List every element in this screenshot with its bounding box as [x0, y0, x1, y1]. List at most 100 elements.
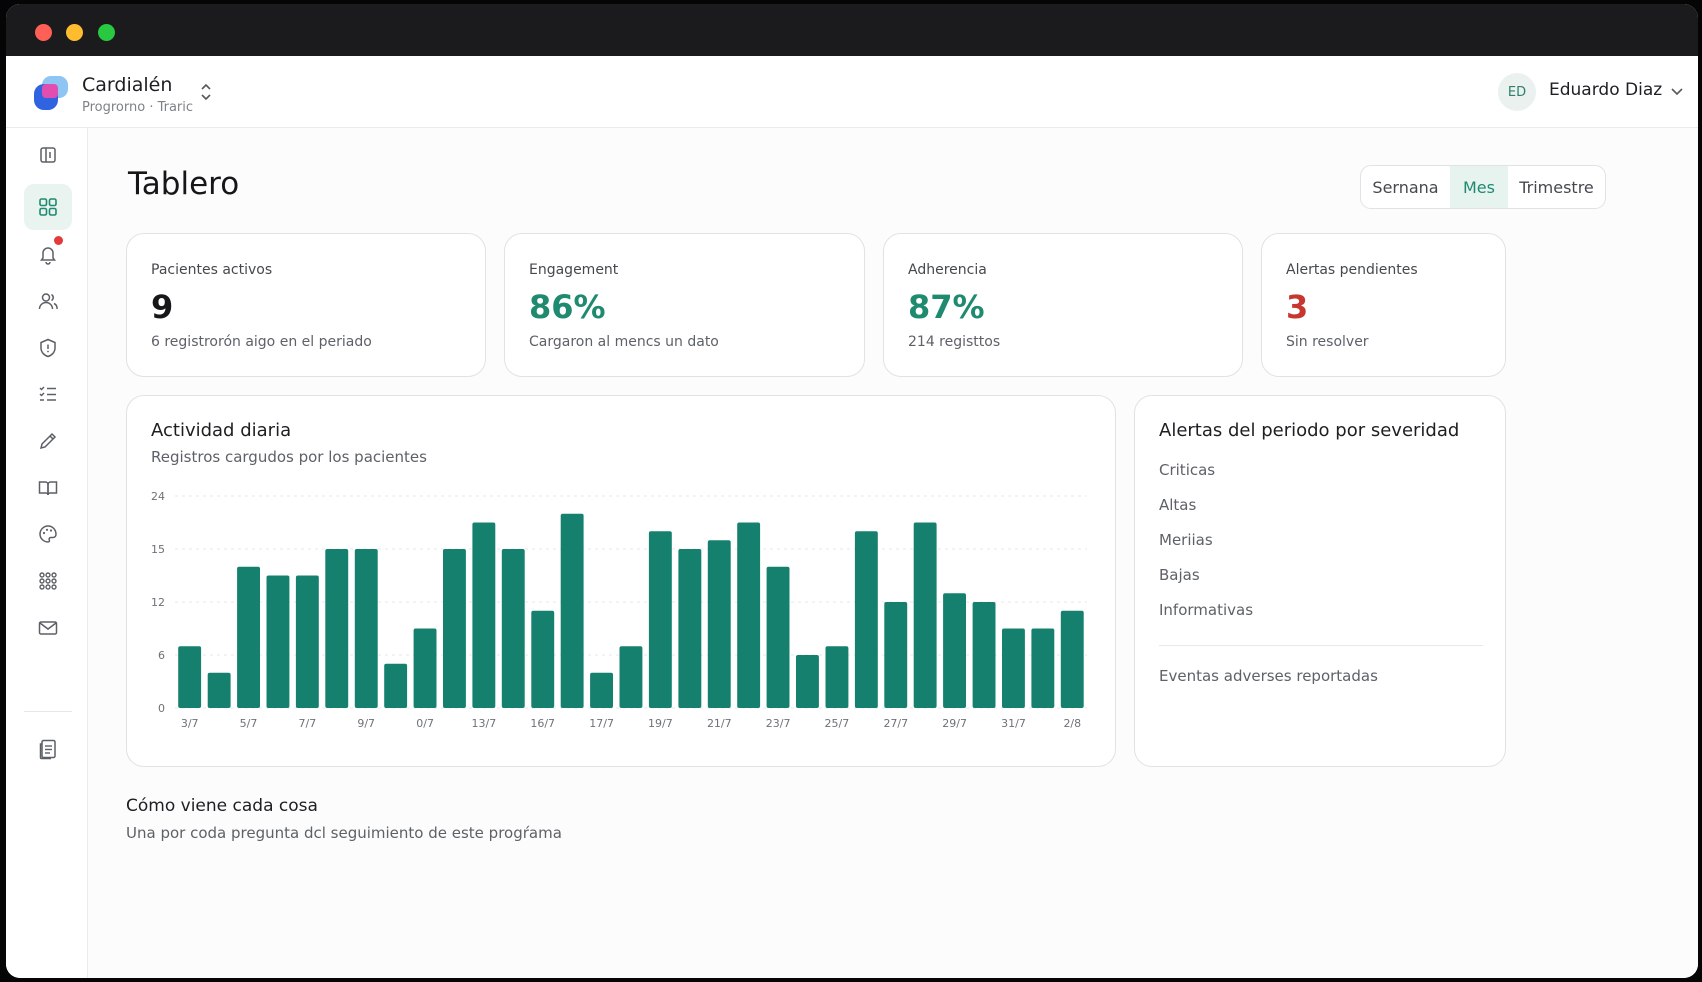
kpi-value: 87%: [908, 288, 985, 326]
activity-bar-chart: 0 6 12 15 24 3/7 5/7 7/7 9/7 0/7 13/7 16/7 17/7 19/7 2…: [151, 490, 1087, 730]
bar-31/7[interactable]: [1002, 628, 1025, 709]
app-window: Cardialén Progrorno · Traric ED Eduardo …: [6, 4, 1698, 978]
sidebar-item-apps[interactable]: [24, 558, 72, 604]
x-tick-label: 16/7: [530, 717, 555, 730]
severity-medium[interactable]: Meriias: [1159, 531, 1213, 549]
sidebar-item-editor[interactable]: [24, 418, 72, 464]
bar-10/7[interactable]: [384, 663, 408, 708]
bar-18/7[interactable]: [619, 646, 643, 708]
bar-24/7[interactable]: [796, 655, 819, 708]
x-tick-label: 21/7: [707, 717, 732, 730]
bar-13/7[interactable]: [472, 522, 496, 709]
sidebar-item-messages[interactable]: [24, 605, 72, 651]
severity-low[interactable]: Bajas: [1159, 566, 1200, 584]
main-content: Tablero Sernana Mes Trimestre Pacientes …: [88, 128, 1698, 978]
x-tick-label: 23/7: [766, 717, 791, 730]
sidebar-item-library[interactable]: [24, 465, 72, 511]
kpi-value: 86%: [529, 288, 606, 326]
user-name[interactable]: Eduardo Diaz: [1549, 80, 1663, 100]
severity-high[interactable]: Altas: [1159, 496, 1197, 514]
bar-8/7[interactable]: [325, 549, 349, 708]
kpi-card-pending-alerts: Alertas pendientes 3 Sin resolver: [1261, 233, 1506, 377]
sidebar-item-appearance[interactable]: [24, 511, 72, 557]
bar-19/7[interactable]: [648, 531, 672, 708]
palette-icon: [39, 525, 57, 543]
activity-chart-card: Actividad diaria Registros cargudos por …: [126, 395, 1116, 767]
sidebar-item-alerts[interactable]: [24, 231, 72, 277]
bar-17/7[interactable]: [590, 672, 613, 708]
kpi-label: Pacientes activos: [151, 262, 273, 278]
book-icon: [38, 481, 58, 496]
sidebar-item-patients[interactable]: [24, 278, 72, 324]
bar-26/7[interactable]: [854, 531, 878, 708]
bell-icon: [40, 247, 56, 265]
period-week-button[interactable]: Sernana: [1372, 177, 1439, 197]
bar-14/7[interactable]: [501, 549, 525, 708]
kpi-label: Alertas pendientes: [1286, 262, 1418, 278]
bar-1/8[interactable]: [1031, 628, 1055, 709]
bar-25/7[interactable]: [825, 646, 849, 708]
kpi-card-engagement: Engagement 86% Cargaron al mencs un dato: [504, 233, 865, 377]
x-tick-label: 29/7: [942, 717, 967, 730]
x-tick-label: 5/7: [240, 717, 258, 730]
section-subtitle: Una por coda pregunta dcl seguimiento de…: [126, 824, 562, 842]
sidebar-toggle[interactable]: [24, 132, 72, 178]
y-tick-label: 0: [158, 702, 165, 715]
program-name: Progrorno · Traric: [82, 100, 194, 115]
bar-9/7[interactable]: [354, 549, 378, 708]
program-switcher-icon[interactable]: [198, 82, 214, 102]
report-icon: [39, 739, 56, 760]
apps-icon: [39, 572, 57, 590]
severity-info[interactable]: Informativas: [1159, 601, 1254, 619]
sidebar-item-checklist[interactable]: [24, 371, 72, 417]
x-tick-label: 7/7: [299, 717, 317, 730]
maximize-window-button[interactable]: [98, 24, 115, 41]
bar-29/7[interactable]: [943, 593, 966, 708]
page-title: Tablero: [128, 166, 240, 202]
bar-6/7[interactable]: [266, 575, 290, 709]
kpi-value: 9: [151, 288, 174, 326]
bar-7/7[interactable]: [295, 575, 319, 709]
sidebar-item-security[interactable]: [24, 325, 72, 371]
bar-15/7[interactable]: [531, 610, 555, 708]
bar-12/7[interactable]: [443, 549, 466, 708]
bar-5/7[interactable]: [237, 566, 260, 708]
bar-11/7[interactable]: [413, 628, 437, 709]
bar-22/7[interactable]: [737, 522, 761, 709]
bar-20/7[interactable]: [678, 549, 702, 708]
sidebar-toggle-icon: [40, 147, 56, 163]
bar-16/7[interactable]: [560, 513, 584, 708]
user-avatar[interactable]: ED: [1498, 73, 1536, 111]
x-tick-label: 17/7: [589, 717, 614, 730]
bar-30/7[interactable]: [972, 602, 996, 708]
period-toggle: Sernana Mes Trimestre: [1360, 165, 1606, 209]
bar-28/7[interactable]: [913, 522, 937, 709]
severity-critical[interactable]: Criticas: [1159, 461, 1216, 479]
bar-21/7[interactable]: [707, 540, 731, 708]
section-title: Cómo viene cada cosa: [126, 796, 318, 816]
y-tick-label: 12: [151, 596, 165, 609]
sidebar-item-reports[interactable]: [24, 726, 72, 772]
minimize-window-button[interactable]: [66, 24, 83, 41]
severity-card: Alertas del periodo por severidad Critic…: [1134, 395, 1506, 767]
dashboard-grid-icon: [39, 198, 57, 216]
bar-3/7[interactable]: [178, 646, 202, 708]
chevron-down-icon[interactable]: [1670, 86, 1684, 98]
x-tick-label: 2/8: [1063, 717, 1081, 730]
bar-4/7[interactable]: [207, 672, 231, 708]
severity-divider: [1159, 645, 1483, 646]
kpi-card-active-patients: Pacientes activos 9 6 registrorón aigo e…: [126, 233, 486, 377]
bar-23/7[interactable]: [766, 566, 790, 708]
severity-title: Alertas del periodo por severidad: [1159, 420, 1460, 441]
period-month-button[interactable]: Mes: [1450, 166, 1508, 208]
sidebar-item-dashboard[interactable]: [24, 184, 72, 230]
notification-badge: [54, 236, 63, 245]
adverse-events-link[interactable]: Eventas adverses reportadas: [1159, 667, 1378, 685]
chart-subtitle: Registros cargudos por los pacientes: [151, 448, 427, 466]
x-tick-label: 27/7: [883, 717, 908, 730]
bar-2/8[interactable]: [1060, 610, 1084, 708]
chart-title: Actividad diaria: [151, 420, 292, 441]
bar-27/7[interactable]: [884, 602, 908, 708]
period-quarter-button[interactable]: Trimestre: [1519, 177, 1594, 197]
close-window-button[interactable]: [35, 24, 52, 41]
